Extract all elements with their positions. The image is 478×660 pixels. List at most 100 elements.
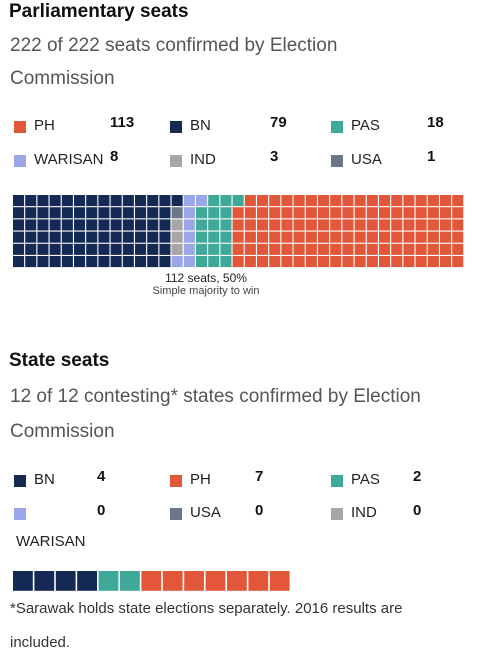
parliament-subtitle-line2: Commission	[10, 68, 115, 89]
seat-cell-ph	[257, 219, 269, 231]
seat-cell-ph	[318, 243, 330, 255]
seat-cell-bn	[159, 256, 171, 268]
seat-cell-ph	[269, 231, 281, 243]
seat-cell-ph	[366, 256, 378, 268]
seat-cell-ph	[227, 571, 247, 591]
seat-cell-ph	[293, 256, 305, 268]
state-title: State seats	[9, 350, 110, 371]
seat-cell-ph	[330, 219, 342, 231]
seat-cell-ph	[427, 256, 439, 268]
seat-cell-ph	[354, 195, 366, 207]
seat-cell-bn	[110, 243, 122, 255]
state-legend-label-ind: IND	[351, 504, 377, 521]
seat-cell-ph	[318, 219, 330, 231]
seat-cell-bn	[86, 231, 98, 243]
seat-cell-pas	[196, 256, 208, 268]
seat-cell-ph	[403, 256, 415, 268]
seat-cell-bn	[37, 207, 49, 219]
seat-cell-ph	[391, 219, 403, 231]
state-legend-label-pas: PAS	[351, 471, 380, 488]
seat-cell-bn	[77, 571, 97, 591]
seat-cell-ph	[366, 219, 378, 231]
seat-cell-ph	[427, 231, 439, 243]
seat-cell-ph	[232, 243, 244, 255]
seat-cell-pas	[196, 231, 208, 243]
legend-swatch-usa	[331, 155, 343, 167]
seat-cell-ph	[452, 207, 464, 219]
state-legend-value-ph: 7	[255, 468, 264, 485]
seat-cell-bn	[110, 207, 122, 219]
seat-cell-bn	[86, 256, 98, 268]
seat-cell-warisan	[183, 207, 195, 219]
seat-cell-pas	[220, 231, 232, 243]
state-legend-value-warisan: 0	[97, 502, 106, 519]
state-legend-swatch-ph	[170, 475, 182, 487]
seat-cell-ph	[440, 219, 452, 231]
seat-cell-ph	[354, 256, 366, 268]
seat-cell-ph	[257, 195, 269, 207]
seat-cell-bn	[147, 207, 159, 219]
seat-cell-bn	[13, 243, 25, 255]
legend-value-ph: 113	[110, 114, 135, 131]
seat-cell-warisan	[183, 195, 195, 207]
seat-cell-bn	[61, 243, 73, 255]
seat-cell-pas	[232, 195, 244, 207]
seat-cell-ph	[281, 219, 293, 231]
state-legend-swatch-bn	[14, 475, 26, 487]
seat-cell-bn	[61, 195, 73, 207]
seat-cell-bn	[147, 195, 159, 207]
parliament-title: Parliamentary seats	[9, 1, 189, 22]
seat-cell-ph	[305, 243, 317, 255]
seat-cell-bn	[74, 195, 86, 207]
seat-cell-ph	[379, 195, 391, 207]
seat-cell-bn	[98, 207, 110, 219]
seat-cell-ph	[342, 243, 354, 255]
seat-cell-ph	[440, 207, 452, 219]
seat-cell-ph	[379, 256, 391, 268]
seat-cell-ph	[244, 256, 256, 268]
seat-cell-ph	[330, 207, 342, 219]
seat-cell-ph	[318, 195, 330, 207]
seat-cell-bn	[122, 243, 134, 255]
seat-cell-bn	[98, 256, 110, 268]
seat-cell-ph	[330, 195, 342, 207]
seat-cell-ph	[354, 207, 366, 219]
seat-cell-bn	[49, 231, 61, 243]
seat-cell-ph	[391, 243, 403, 255]
legend-swatch-ph	[14, 121, 26, 133]
seat-cell-ph	[184, 571, 204, 591]
seat-cell-bn	[13, 571, 33, 591]
seat-cell-ind	[171, 243, 183, 255]
seat-cell-ph	[415, 207, 427, 219]
seat-cell-pas	[98, 571, 119, 591]
seat-cell-ph	[281, 231, 293, 243]
seat-cell-pas	[208, 195, 220, 207]
seat-cell-ph	[403, 243, 415, 255]
legend-value-ind: 3	[270, 148, 279, 165]
state-legend-label-warisan: WARISAN	[16, 533, 86, 550]
seat-cell-ph	[379, 231, 391, 243]
seat-cell-ind	[171, 219, 183, 231]
seat-cell-pas	[208, 256, 220, 268]
seat-cell-bn	[13, 231, 25, 243]
seat-cell-ph	[232, 231, 244, 243]
seat-cell-bn	[37, 219, 49, 231]
seat-cell-bn	[37, 243, 49, 255]
seat-cell-ph	[452, 219, 464, 231]
seat-cell-ph	[440, 231, 452, 243]
seat-cell-pas	[220, 195, 232, 207]
seat-cell-ph	[452, 195, 464, 207]
legend-value-bn: 79	[270, 114, 287, 131]
seat-cell-ph	[232, 219, 244, 231]
seat-cell-bn	[98, 219, 110, 231]
seat-cell-ph	[318, 207, 330, 219]
seat-cell-ph	[379, 207, 391, 219]
seat-cell-ph	[366, 195, 378, 207]
seat-cell-ph	[248, 571, 269, 591]
seat-cell-bn	[49, 243, 61, 255]
seat-cell-ph	[281, 207, 293, 219]
seat-cell-ph	[391, 256, 403, 268]
seat-cell-bn	[74, 207, 86, 219]
seat-cell-ph	[305, 195, 317, 207]
seat-cell-ph	[232, 256, 244, 268]
